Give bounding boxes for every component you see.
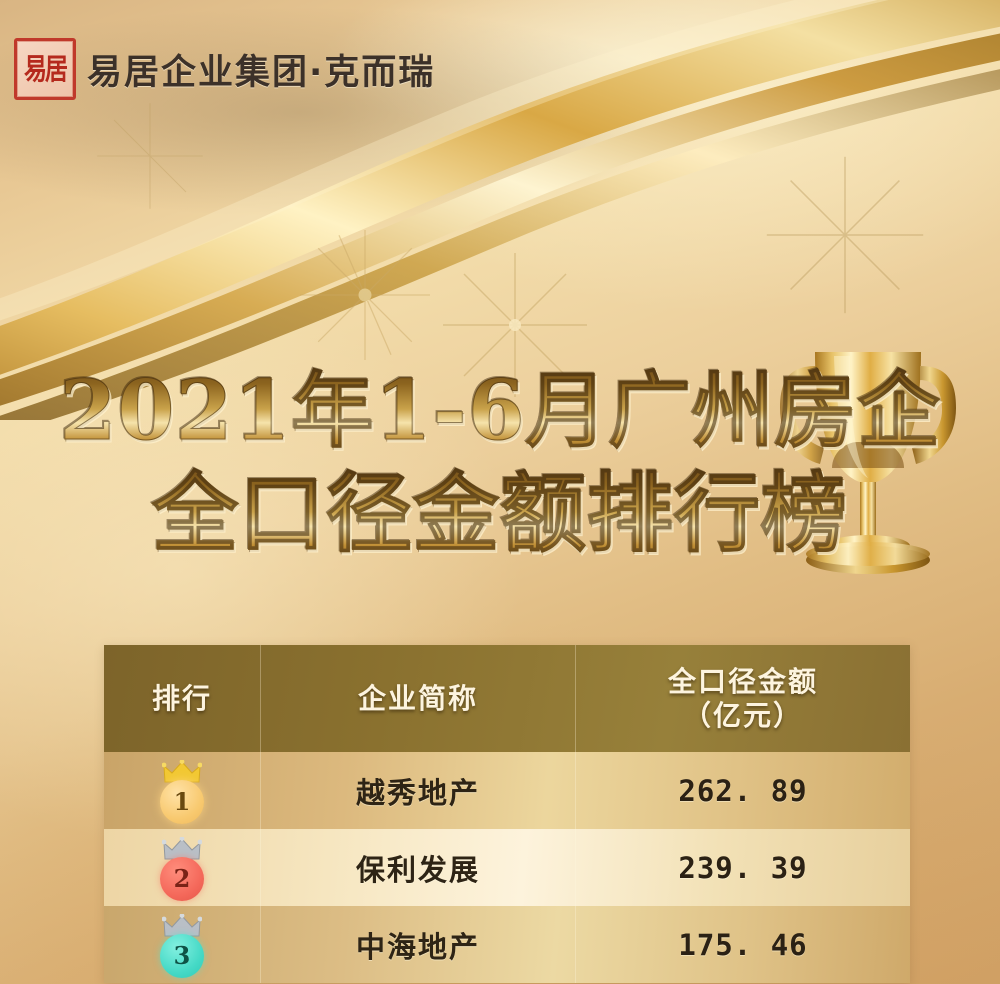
crown-icon <box>162 913 202 936</box>
company-name: 越秀地产 <box>355 775 480 810</box>
title-line-2: 全口径金额排行榜 <box>0 462 1000 566</box>
starburst-sparkle-icon <box>766 156 924 314</box>
title-line-1: 2021年1-6月广州房企 <box>0 362 1000 460</box>
rank-cell: 3 <box>104 906 261 983</box>
starburst-sparkle-icon <box>300 230 430 360</box>
company-cell: 中海地产 <box>261 906 576 983</box>
amount-cell: 262. 89 <box>576 752 910 829</box>
rank-number: 2 <box>160 856 204 901</box>
table-header-row: 排行 企业简称 全口径金额 （亿元） <box>104 645 910 752</box>
amount-value: 175. 46 <box>678 927 808 962</box>
silver-crown-badge: 3 <box>156 913 208 978</box>
red-seal-icon: 易居 <box>14 38 76 100</box>
column-header-amount: 全口径金额 （亿元） <box>576 645 910 752</box>
crown-icon <box>162 836 202 859</box>
rank-number: 1 <box>160 779 204 824</box>
column-header-company: 企业简称 <box>261 645 576 752</box>
amount-cell: 175. 46 <box>576 906 910 983</box>
rank-number: 3 <box>160 933 204 978</box>
table-row[interactable]: 1 越秀地产 262. 89 <box>104 752 910 829</box>
amount-value: 239. 39 <box>678 850 808 885</box>
amount-value: 262. 89 <box>678 773 808 808</box>
table-row[interactable]: 2 保利发展 239. 39 <box>104 829 910 906</box>
column-header-rank: 排行 <box>104 645 261 752</box>
company-cell: 保利发展 <box>261 829 576 906</box>
gold-crown-badge: 1 <box>156 759 208 824</box>
brand-name: 易居企业集团·克而瑞 <box>87 52 436 93</box>
company-name: 中海地产 <box>355 929 480 964</box>
rank-cell: 2 <box>104 829 261 906</box>
starburst-sparkle-icon <box>97 103 203 209</box>
amount-cell: 239. 39 <box>576 829 910 906</box>
company-cell: 越秀地产 <box>261 752 576 829</box>
company-name: 保利发展 <box>355 852 480 887</box>
poster-title: 2021年1-6月广州房企 全口径金额排行榜 <box>0 362 1000 566</box>
ranking-table: 排行 企业简称 全口径金额 （亿元） 1 越秀地产 <box>104 645 910 983</box>
column-header-amount-line2: （亿元） <box>682 698 803 732</box>
silver-crown-badge: 2 <box>156 836 208 901</box>
crown-icon <box>162 759 202 782</box>
rank-cell: 1 <box>104 752 261 829</box>
table-row[interactable]: 3 中海地产 175. 46 <box>104 906 910 983</box>
column-header-amount-line1: 全口径金额 <box>667 664 818 698</box>
brand-logo: 易居 易居企业集团·克而瑞 <box>14 38 435 100</box>
seal-text: 易居 <box>24 52 68 86</box>
